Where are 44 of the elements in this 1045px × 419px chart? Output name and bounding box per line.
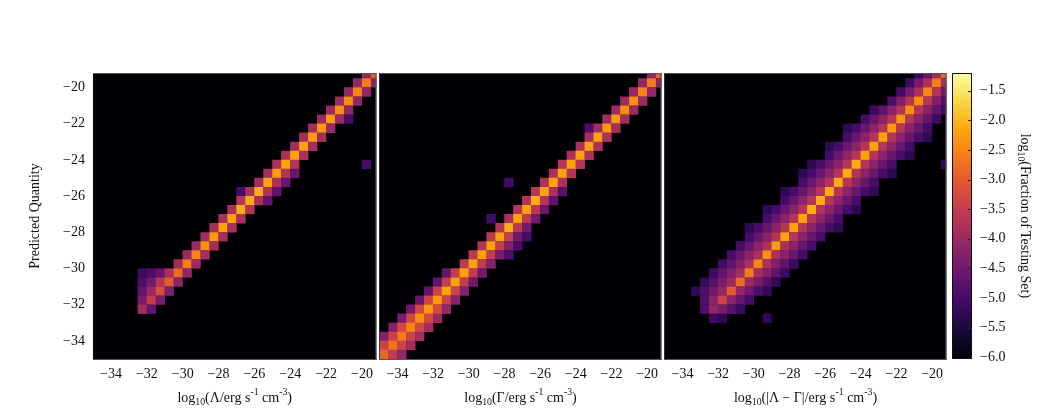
x-tick-label: −22 bbox=[885, 366, 908, 382]
x-tick-label: −20 bbox=[636, 366, 659, 382]
x-tick-label: −22 bbox=[600, 366, 623, 382]
x-tick-label: −20 bbox=[351, 366, 373, 382]
x-tick-label: −24 bbox=[849, 366, 872, 382]
y-tick-label: −32 bbox=[63, 296, 85, 312]
color-bar-label: −3.5 bbox=[980, 200, 1006, 216]
x-tick-label: −28 bbox=[778, 366, 801, 382]
color-bar-label: −6.0 bbox=[980, 348, 1006, 364]
x-tick-label: −28 bbox=[207, 366, 230, 382]
x-tick-label: −30 bbox=[742, 366, 765, 382]
x-tick-label: −32 bbox=[422, 366, 445, 382]
color-bar-label: −2.5 bbox=[980, 141, 1006, 157]
color-bar-title: log10(Fraction of Testing Set) bbox=[1015, 133, 1033, 299]
y-tick-label: −24 bbox=[63, 151, 85, 167]
color-bar-label: −5.0 bbox=[980, 289, 1006, 305]
y-tick-label: −30 bbox=[63, 260, 85, 276]
x-tick-label: −26 bbox=[243, 366, 266, 382]
x-tick-label: −24 bbox=[564, 366, 587, 382]
x-tick-label: −34 bbox=[386, 366, 409, 382]
y-tick-label: −34 bbox=[63, 332, 85, 348]
x-tick-label: −32 bbox=[135, 366, 158, 382]
x-tick-label: −30 bbox=[457, 366, 480, 382]
color-bar-label: −2.0 bbox=[980, 112, 1006, 128]
color-bar-label: −1.5 bbox=[980, 82, 1006, 98]
y-tick-label: −26 bbox=[63, 187, 85, 203]
color-bar-label: −4.0 bbox=[980, 230, 1006, 246]
y-tick-label: −22 bbox=[63, 115, 85, 131]
x-tick-label: −24 bbox=[279, 366, 302, 382]
x-tick-label: −26 bbox=[814, 366, 837, 382]
color-bar-label: −4.5 bbox=[980, 260, 1006, 276]
y-tick-label: −28 bbox=[63, 223, 85, 239]
x-tick-label: −26 bbox=[529, 366, 552, 382]
x-tick-label: −28 bbox=[493, 366, 516, 382]
x-tick-label: −34 bbox=[671, 366, 694, 382]
x-tick-label: −22 bbox=[315, 366, 338, 382]
x-tick-label: −34 bbox=[99, 366, 122, 382]
color-bar-label: −5.5 bbox=[980, 319, 1006, 335]
x-tick-label: −20 bbox=[921, 366, 944, 382]
y-axis-title: Predicted Quantity bbox=[26, 163, 42, 269]
y-tick-label: −20 bbox=[63, 79, 85, 95]
x-tick-label: −32 bbox=[707, 366, 730, 382]
x-tick-label: −30 bbox=[171, 366, 194, 382]
color-bar-label: −3.0 bbox=[980, 171, 1006, 187]
